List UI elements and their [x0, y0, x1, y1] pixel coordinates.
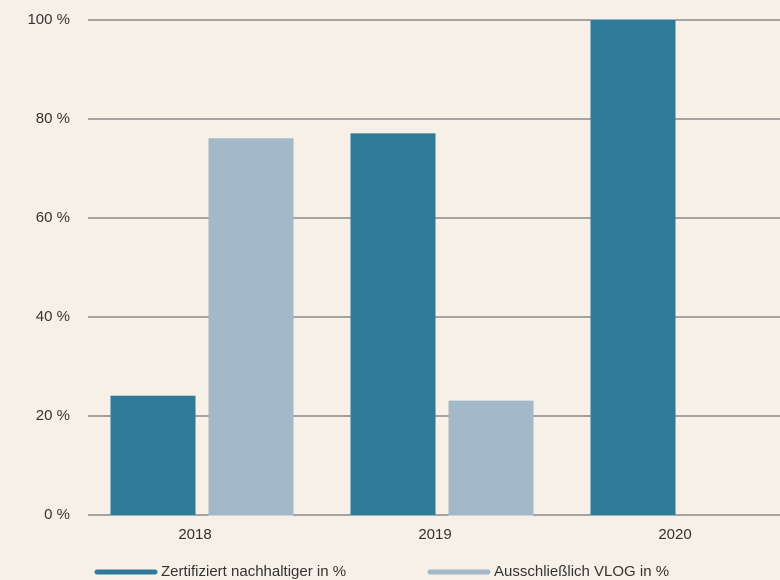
bar — [350, 133, 436, 516]
y-tick-label: 80 % — [36, 110, 70, 127]
bar — [590, 19, 676, 516]
y-tick-label: 40 % — [36, 308, 70, 325]
x-tick-label: 2019 — [418, 526, 451, 543]
bar — [110, 395, 196, 516]
legend-label: Ausschließlich VLOG in % — [494, 563, 669, 580]
x-tick-label: 2020 — [658, 526, 691, 543]
legend-label: Zertifiziert nachhaltiger in % — [161, 563, 346, 580]
bar — [448, 400, 534, 516]
y-tick-label: 60 % — [36, 209, 70, 226]
bar — [208, 138, 294, 516]
y-tick-label: 20 % — [36, 407, 70, 424]
y-tick-label: 0 % — [44, 506, 70, 523]
y-tick-label: 100 % — [27, 11, 70, 28]
x-tick-label: 2018 — [178, 526, 211, 543]
